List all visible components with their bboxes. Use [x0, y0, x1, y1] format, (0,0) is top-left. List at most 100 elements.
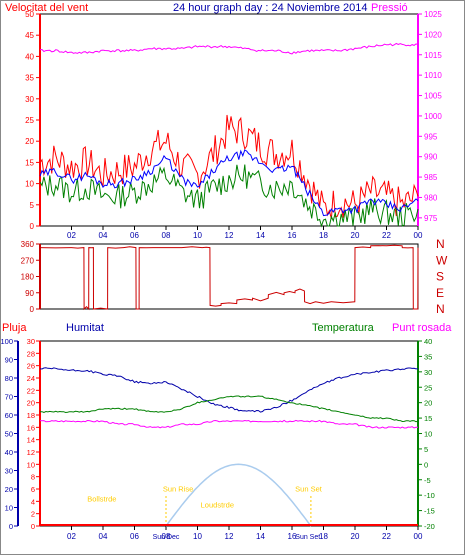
- rain-tick-label: 26: [27, 362, 35, 371]
- temperature-tick-label: 0: [424, 460, 428, 469]
- wind-panel-frame: [39, 13, 419, 227]
- pressure-tick-label: 1020: [424, 30, 442, 39]
- rain-tick-label: 10: [27, 460, 35, 469]
- humidity-series: [39, 367, 419, 413]
- x-tick-label: 06: [130, 231, 139, 240]
- chart-title: 24 hour graph day : 24 Noviembre 2014: [173, 2, 367, 14]
- humidity-tick-label: 20: [5, 485, 13, 494]
- rain-tick-label: 14: [27, 436, 35, 445]
- wind-tick-label: 50: [25, 10, 34, 19]
- humidity-tick-label: 100: [0, 337, 13, 346]
- compass-label: N: [436, 237, 445, 251]
- pressure-tick-label: 1010: [424, 71, 442, 80]
- rain-tick-label: 20: [27, 399, 35, 408]
- wind-tick-label: 40: [25, 52, 34, 61]
- x-tick-label: 00: [414, 532, 423, 541]
- humidity-tick-label: 0: [9, 522, 13, 531]
- direction-tick-label: 90: [25, 289, 34, 298]
- humidity-tick-label: 70: [5, 393, 13, 402]
- wind-tick-label: 20: [25, 137, 34, 146]
- x-tick-label: 10: [193, 231, 202, 240]
- humidity-tick-label: 60: [5, 411, 13, 420]
- dewpoint-series: [39, 419, 418, 429]
- x-tick-label: 20: [351, 231, 360, 240]
- x-tick-label: 06: [130, 532, 139, 541]
- pressure-tick-label: 980: [424, 193, 438, 202]
- humidity-tick-label: 90: [5, 356, 13, 365]
- temperature-tick-label: -15: [424, 507, 435, 516]
- humidity-tick-label: 80: [5, 374, 13, 383]
- x-tick-label: 12: [225, 532, 234, 541]
- pressure-tick-label: 990: [424, 153, 438, 162]
- temperature-tick-label: 40: [424, 337, 432, 346]
- x-tick-label: 02: [67, 532, 76, 541]
- compass-label: N: [436, 302, 445, 316]
- compass-label: W: [436, 253, 448, 267]
- x-tick-label: 12: [225, 231, 234, 240]
- pressure-tick-label: 1000: [424, 112, 442, 121]
- temperature-tick-label: 35: [424, 352, 432, 361]
- humidity-label: Humitat: [66, 322, 104, 334]
- temperature-tick-label: 30: [424, 368, 432, 377]
- x-tick-label: 04: [99, 532, 108, 541]
- direction-tick-label: 360: [21, 240, 35, 249]
- sun-set-axis-label: Sun Set: [295, 534, 320, 541]
- humidity-tick-label: 10: [5, 504, 13, 513]
- temperature-tick-label: 15: [424, 414, 432, 423]
- x-tick-label: 08: [162, 532, 171, 541]
- sun-dec-label: Sun Dec: [153, 534, 180, 541]
- pressure-tick-label: 1025: [424, 10, 442, 19]
- rain-tick-label: 2: [31, 510, 35, 519]
- dewpoint-label: Punt rosada: [392, 322, 452, 334]
- sunrise-label: Sun Rise: [163, 484, 193, 493]
- temperature-tick-label: 20: [424, 399, 432, 408]
- temperature-series: [40, 395, 419, 423]
- rain-tick-label: 24: [27, 374, 35, 383]
- wind-mean-series: [39, 149, 419, 217]
- pressure-series: [39, 42, 419, 55]
- compass-label: S: [436, 270, 444, 284]
- pressure-tick-label: 995: [424, 132, 438, 141]
- rain-tick-label: 0: [31, 522, 35, 531]
- x-tick-label: 16: [288, 532, 297, 541]
- wind-tick-label: 25: [25, 116, 34, 125]
- pressure-label: Pressió: [371, 2, 408, 14]
- wind-tick-label: 5: [30, 201, 35, 210]
- x-tick-label: 10: [193, 532, 202, 541]
- pressure-tick-label: 1005: [424, 92, 442, 101]
- temperature-tick-label: -10: [424, 491, 435, 500]
- humidity-tick-label: 50: [5, 430, 13, 439]
- humidity-tick-label: 30: [5, 467, 13, 476]
- wind-label: Velocitat del vent: [5, 2, 88, 14]
- x-tick-label: 22: [382, 532, 391, 541]
- direction-tick-label: 0: [30, 305, 35, 314]
- rain-tick-label: 18: [27, 411, 35, 420]
- wind-tick-label: 30: [25, 95, 34, 104]
- temperature-tick-label: -20: [424, 522, 435, 531]
- rain-tick-label: 6: [31, 485, 35, 494]
- x-tick-label: 00: [414, 231, 423, 240]
- pressure-tick-label: 1015: [424, 51, 442, 60]
- x-tick-label: 08: [162, 231, 171, 240]
- sunset-label: Sun Set: [295, 484, 323, 493]
- rain-tick-label: 8: [31, 473, 35, 482]
- wind-tick-label: 15: [25, 158, 34, 167]
- solar-radiation-series: [165, 463, 312, 527]
- temperature-tick-label: -5: [424, 476, 431, 485]
- direction-panel-frame: [39, 243, 419, 310]
- x-tick-label: 18: [319, 231, 328, 240]
- x-tick-label: 14: [256, 532, 265, 541]
- x-tick-label: 18: [319, 532, 328, 541]
- rain-tick-label: 16: [27, 423, 35, 432]
- bollstrde-label: Bollstrde: [87, 494, 116, 503]
- wind-direction-series: [39, 244, 419, 311]
- rain-tick-label: 28: [27, 349, 35, 358]
- humidity-tick-label: 40: [5, 448, 13, 457]
- wind-tick-label: 45: [25, 31, 34, 40]
- wind-avg-series: [39, 164, 419, 228]
- wind-tick-label: 35: [25, 74, 34, 83]
- loudstrde-label: Loudstrde: [201, 501, 234, 510]
- x-tick-label: 22: [382, 231, 391, 240]
